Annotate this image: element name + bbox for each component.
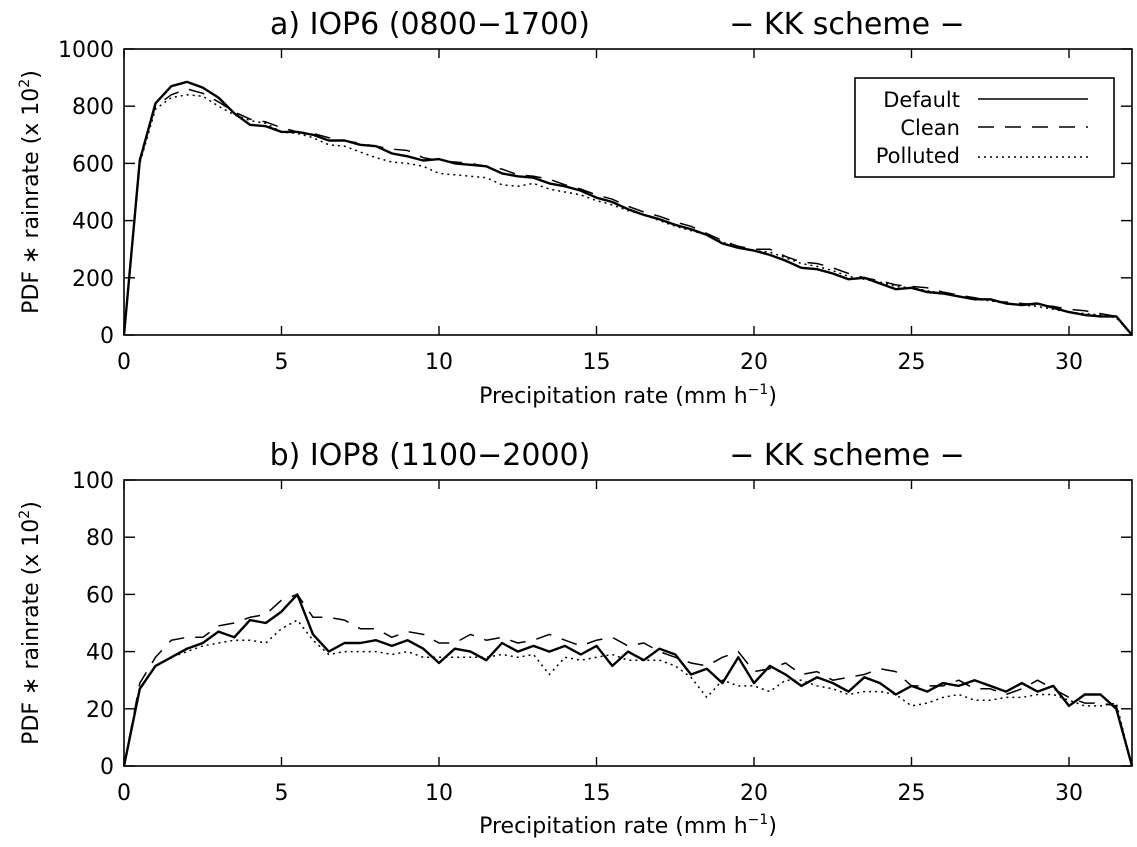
y-tick-label: 600 [72,152,114,177]
x-tick-label: 5 [275,781,289,806]
series-line-polluted [123,94,1133,336]
legend-entry-clean: Clean [900,116,960,140]
y-tick-label: 400 [72,210,114,235]
y-tick-label: 80 [86,526,114,551]
series-line-clean [123,88,1133,336]
ticks: 0 5 10 15 20 25 30 0 20 40 60 80 100 [72,469,1132,806]
y-tick-label: 40 [86,641,114,666]
x-tick-label: 25 [898,350,926,375]
x-tick-label: 15 [583,350,611,375]
panel-b: b) IOP8 (1100−2000) − KK scheme − Precip… [17,438,1134,839]
x-axis-label: Precipitation rate (mm h−1) [479,812,777,839]
y-tick-label: 20 [86,698,114,723]
x-tick-label: 10 [425,781,453,806]
legend-entry-polluted: Polluted [876,144,960,168]
legend: Default Clean Polluted [854,77,1115,178]
x-tick-label: 25 [898,781,926,806]
plot-frame [123,48,1133,336]
y-tick-label: 1000 [58,38,114,63]
y-tick-label: 0 [100,755,114,780]
series-line-clean [123,593,1133,767]
series-line-default [122,80,1133,336]
x-tick-label: 15 [583,781,611,806]
legend-entry-default: Default [883,88,960,112]
ticks: 0 5 10 15 20 25 30 0 200 400 600 800 1000 [58,38,1132,375]
x-tick-label: 0 [117,781,131,806]
x-tick-label: 10 [425,350,453,375]
y-axis-label: PDF ∗ rainrate (x 102) [17,501,44,745]
y-tick-label: 100 [72,469,114,494]
series-line-default [122,593,1134,767]
x-tick-label: 5 [275,350,289,375]
chart-subtitle: − KK scheme − [729,7,965,42]
series-line-polluted [123,619,1133,767]
chart-subtitle: − KK scheme − [729,438,965,473]
chart-title: b) IOP8 (1100−2000) [270,438,591,473]
plot-frame [123,479,1133,767]
series-lines [122,80,1133,336]
series-lines [122,593,1134,767]
x-tick-label: 0 [117,350,131,375]
y-tick-label: 800 [72,95,114,120]
y-tick-label: 0 [100,324,114,349]
panel-a: a) IOP6 (0800−1700) − KK scheme − Precip… [17,7,1133,409]
x-axis-label: Precipitation rate (mm h−1) [479,382,777,409]
x-tick-label: 20 [740,781,768,806]
x-tick-label: 30 [1055,781,1083,806]
chart-title: a) IOP6 (0800−1700) [270,7,590,42]
x-tick-label: 20 [740,350,768,375]
y-axis-label: PDF ∗ rainrate (x 102) [17,70,44,314]
legend-box [854,77,1115,178]
x-tick-label: 30 [1055,350,1083,375]
y-tick-label: 200 [72,267,114,292]
y-tick-label: 60 [86,583,114,608]
